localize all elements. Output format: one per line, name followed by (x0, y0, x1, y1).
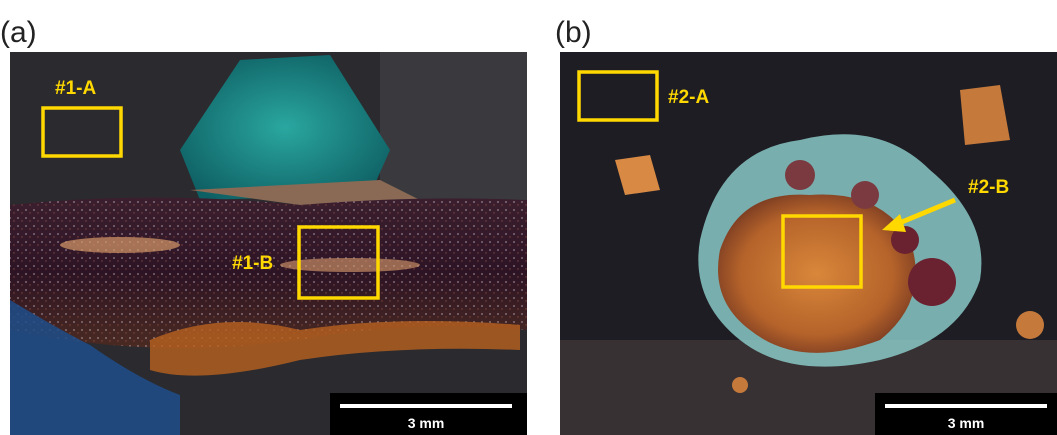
panel-label: (b) (555, 16, 592, 49)
region-label: #1-B (232, 253, 273, 274)
micrograph-a: #1-A #1-B 3 mm (10, 52, 527, 435)
micrograph-b: #2-A #2-B 3 mm (560, 52, 1057, 435)
scale-bar-label: 3 mm (948, 415, 985, 431)
scale-bar-label: 3 mm (408, 415, 445, 431)
panel-label: (a) (0, 16, 37, 49)
region-label: #1-A (55, 78, 96, 99)
region-label: #2-A (668, 87, 709, 108)
figure: (a) #1-A #1-B 3 mm (b) #2-A (0, 0, 1057, 435)
region-label: #2-B (968, 177, 1009, 198)
